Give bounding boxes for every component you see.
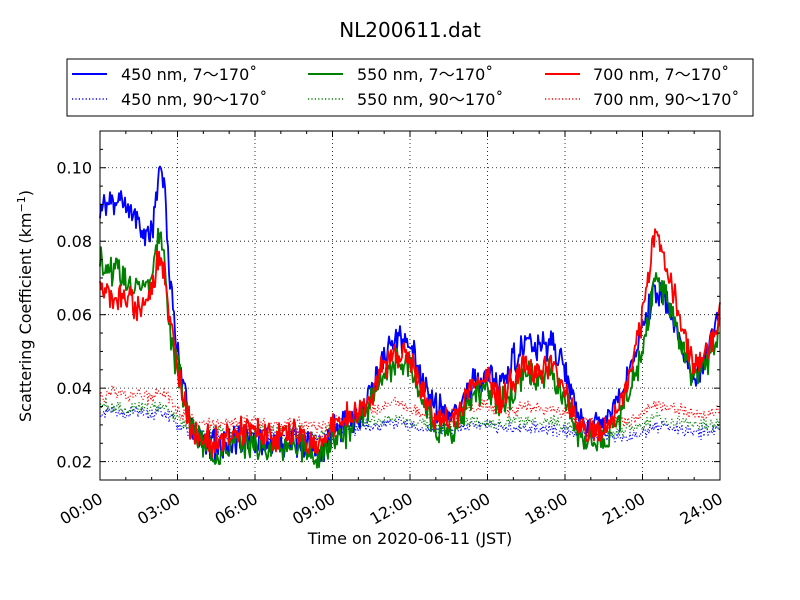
- series-line-6: [99, 385, 721, 434]
- y-tick-labels: 0.02 0.04 0.06 0.08 0.10: [56, 159, 92, 472]
- y-axis-title: Scattering Coefficient (km−1): [15, 190, 35, 422]
- legend-label: 450 nm, 7～170˚: [121, 65, 257, 84]
- y-axis-title-close: ): [16, 190, 35, 196]
- legend-label: 450 nm, 90～170˚: [121, 90, 267, 109]
- series-line-5: [99, 398, 721, 442]
- x-axis-title: Time on 2020-06-11 (JST): [307, 529, 512, 548]
- series-line-3: [99, 228, 721, 458]
- legend-frame: [66, 58, 754, 117]
- chart-title: NL200611.dat: [339, 18, 481, 42]
- series-layer: [99, 165, 721, 469]
- y-tick-label: 0.04: [56, 379, 92, 398]
- legend-label: 550 nm, 90～170˚: [357, 90, 503, 109]
- legend-label: 700 nm, 90～170˚: [593, 90, 739, 109]
- y-axis-title-main: Scattering Coefficient (km: [16, 212, 35, 422]
- tick-layer: [99, 130, 721, 481]
- y-tick-label: 0.06: [56, 306, 92, 325]
- y-tick-label: 0.10: [56, 159, 92, 178]
- legend-label: 700 nm, 7～170˚: [593, 65, 729, 84]
- grid-layer: [100, 131, 720, 480]
- y-tick-label: 0.08: [56, 232, 92, 251]
- legend-label: 550 nm, 7～170˚: [357, 65, 493, 84]
- y-axis-title-exponent: −1: [15, 196, 28, 212]
- legend: 450 nm, 7～170˚ 450 nm, 90～170˚ 550 nm, 7～1…: [66, 58, 754, 117]
- y-tick-label: 0.02: [56, 453, 92, 472]
